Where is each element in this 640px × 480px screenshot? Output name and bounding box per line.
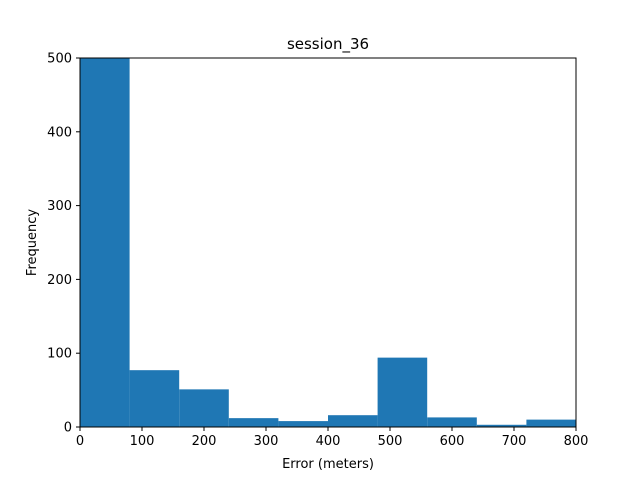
- x-axis-ticks: 0 100 200 300 400 500 600 700 800: [76, 427, 589, 449]
- histogram-bar: [179, 389, 229, 427]
- x-tick-label: 200: [192, 434, 217, 449]
- y-tick-label: 200: [47, 273, 72, 288]
- histogram-bar: [129, 370, 180, 427]
- histogram-bar: [80, 58, 130, 427]
- histogram-bar: [377, 357, 428, 427]
- x-tick-label: 400: [316, 434, 341, 449]
- bars-group: [80, 58, 576, 427]
- x-tick-label: 600: [440, 434, 465, 449]
- x-tick-label: 300: [254, 434, 279, 449]
- histogram-bar: [228, 418, 279, 427]
- histogram-bar: [526, 419, 576, 427]
- histogram-bar: [328, 415, 378, 427]
- y-axis-label: Frequency: [25, 209, 40, 276]
- y-tick-label: 300: [47, 199, 72, 214]
- x-tick-label: 800: [564, 434, 589, 449]
- y-tick-label: 500: [47, 52, 72, 67]
- y-tick-label: 400: [47, 125, 72, 140]
- y-axis-ticks: 0 100 200 300 400 500: [47, 52, 80, 436]
- x-tick-label: 700: [502, 434, 527, 449]
- x-tick-label: 0: [76, 434, 84, 449]
- x-tick-label: 100: [130, 434, 155, 449]
- histogram-bar: [278, 421, 328, 427]
- histogram-bar: [476, 424, 527, 427]
- histogram-bar: [427, 417, 477, 427]
- chart-title: session_36: [287, 35, 369, 54]
- y-tick-label: 0: [64, 421, 72, 436]
- x-axis-label: Error (meters): [282, 457, 374, 472]
- y-tick-label: 100: [47, 347, 72, 362]
- x-tick-label: 500: [378, 434, 403, 449]
